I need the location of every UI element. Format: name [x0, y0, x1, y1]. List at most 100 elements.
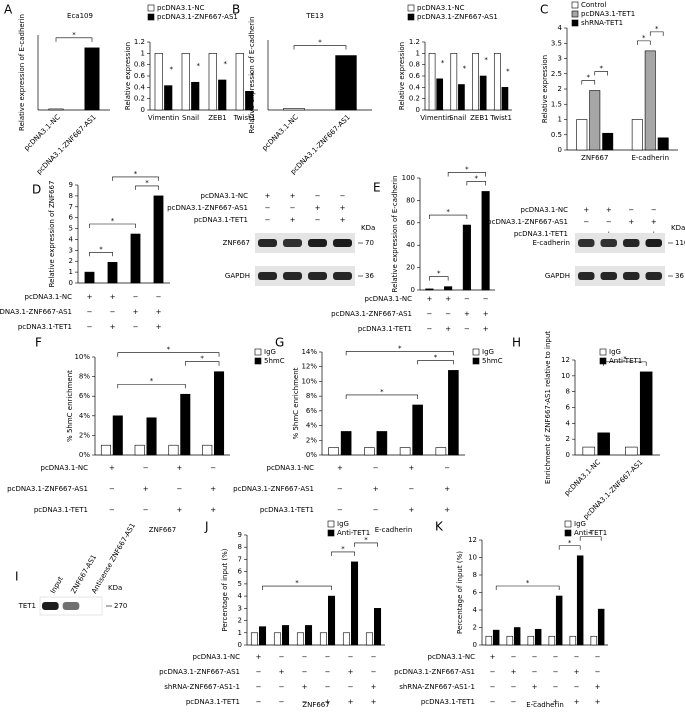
- significance-star: *: [398, 344, 402, 352]
- bar: [435, 447, 447, 456]
- x-tick-label: pcDNA3.1-NC: [261, 113, 300, 152]
- y-tick-label: 0.6: [409, 72, 421, 80]
- legend-label: IgG: [609, 348, 621, 356]
- band-label: TET1: [18, 602, 36, 610]
- bar: [130, 233, 141, 284]
- blot-row-mark: +: [651, 218, 657, 226]
- y-axis-label: Relative expression: [124, 42, 132, 110]
- significance-star: *: [441, 59, 445, 67]
- condition-mark: −: [553, 683, 559, 691]
- legend-swatch: [407, 13, 415, 21]
- y-tick-label: 40: [406, 241, 415, 249]
- y-tick-label: 100: [402, 174, 415, 182]
- bar: [374, 608, 382, 646]
- legend-label: 5hmC: [482, 357, 503, 365]
- bar: [340, 431, 352, 456]
- condition-mark: −: [302, 668, 308, 676]
- blot-row-mark: +: [340, 216, 346, 224]
- blot-band: [600, 239, 617, 247]
- y-axis-label: Relative expression: [398, 42, 406, 110]
- x-axis-label: E-cadherin: [526, 701, 564, 709]
- condition-mark: −: [325, 683, 331, 691]
- legend-label: Control: [581, 1, 606, 9]
- bar: [425, 288, 434, 291]
- band-size: 36: [675, 272, 684, 280]
- y-tick-label: 0.2: [409, 95, 420, 103]
- significance-bracket: [417, 360, 454, 365]
- significance-bracket: [558, 545, 581, 550]
- y-tick-label: 4: [558, 24, 563, 32]
- condition-mark: +: [445, 325, 451, 333]
- condition-label: pcDNA3.1-TET1: [358, 325, 412, 333]
- significance-star: *: [484, 56, 488, 64]
- condition-mark: −: [426, 325, 432, 333]
- significance-star: *: [111, 217, 115, 225]
- bar: [191, 81, 200, 111]
- condition-mark: +: [110, 323, 116, 331]
- blot-unit: KDa: [108, 584, 122, 592]
- legend-label: Anti-TET1: [609, 357, 642, 365]
- condition-mark: −: [574, 653, 580, 661]
- band-size: 270: [114, 602, 127, 610]
- bar: [134, 444, 145, 456]
- y-tick-label: 0.4: [134, 83, 146, 91]
- y-tick-label: 3: [69, 246, 73, 254]
- significance-star: *: [167, 346, 171, 354]
- condition-mark: +: [490, 653, 496, 661]
- blot-band: [645, 239, 662, 247]
- y-tick-label: 8: [566, 388, 570, 396]
- condition-mark: −: [143, 506, 149, 514]
- y-tick-label: 8: [69, 192, 73, 200]
- significance-bracket: [581, 80, 596, 85]
- y-tick-label: 8: [473, 571, 477, 579]
- y-tick-label: 4%: [306, 422, 317, 430]
- bar: [597, 608, 605, 646]
- y-tick-label: 1: [238, 629, 242, 637]
- x-tick-label: pcDNA3.1-NC: [563, 458, 602, 497]
- condition-label: pcDNA3.1-ZNF667-AS1: [159, 668, 240, 676]
- y-tick-label: 9: [238, 531, 242, 539]
- bar: [458, 84, 465, 111]
- legend-swatch: [472, 357, 480, 365]
- significance-star: *: [589, 530, 593, 538]
- bar: [644, 50, 656, 151]
- bar: [218, 79, 227, 111]
- y-tick-label: 4%: [79, 412, 90, 420]
- y-axis-label: Percentage of input (%): [221, 548, 229, 631]
- significance-bracket: [495, 585, 560, 590]
- x-tick-label: ZEB1: [470, 114, 488, 122]
- bar: [462, 224, 471, 291]
- condition-mark: −: [348, 653, 354, 661]
- condition-mark: +: [348, 668, 354, 676]
- blot-strip: [255, 266, 355, 286]
- y-tick-label: 0.8: [409, 61, 420, 69]
- condition-mark: +: [444, 485, 450, 493]
- significance-star: *: [526, 579, 530, 587]
- blot-row-label: pcDNA3.1-TET1: [194, 216, 248, 224]
- bar: [342, 632, 350, 646]
- legend-swatch: [599, 357, 607, 365]
- y-tick-label: 10: [561, 372, 570, 380]
- condition-mark: +: [444, 506, 450, 514]
- condition-mark: +: [574, 668, 580, 676]
- condition-mark: −: [110, 308, 116, 316]
- y-tick-label: 0.8: [134, 61, 145, 69]
- bar: [214, 371, 225, 456]
- x-tick-label: Vimentin: [148, 114, 179, 122]
- y-tick-label: 0.5: [551, 131, 562, 139]
- y-tick-label: 12%: [301, 363, 317, 371]
- y-axis-label: Relative expression of ZNF667: [48, 181, 56, 288]
- bar: [428, 53, 436, 111]
- condition-mark: +: [532, 683, 538, 691]
- condition-mark: −: [109, 485, 115, 493]
- condition-label: pcDNA3.1-NC: [193, 653, 241, 661]
- significance-star: *: [587, 74, 591, 82]
- legend-label: Anti-TET1: [337, 529, 370, 537]
- significance-star: *: [437, 270, 441, 278]
- y-tick-label: 0%: [79, 451, 90, 459]
- y-axis-label: Relative expression of E-cadherin: [391, 176, 399, 293]
- condition-mark: +: [445, 295, 451, 303]
- condition-mark: −: [444, 464, 450, 472]
- condition-mark: +: [143, 485, 149, 493]
- bar: [154, 53, 163, 111]
